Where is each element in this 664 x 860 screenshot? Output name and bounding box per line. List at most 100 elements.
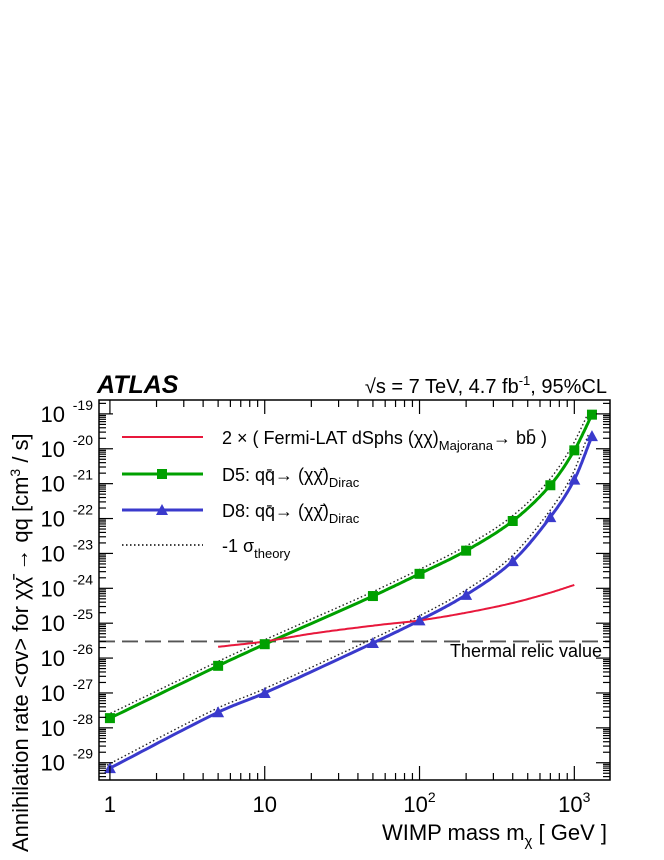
series-line-fermi-lat bbox=[218, 583, 575, 648]
lumi-exponent: -1 bbox=[519, 373, 531, 388]
point-d5-3 bbox=[367, 591, 378, 602]
x-axis-title: WIMP mass mχ [ GeV ] bbox=[382, 820, 607, 850]
legend-label-d5: D5: qq̄→ (χχ̄)Dirac bbox=[222, 465, 360, 490]
point-d8-2 bbox=[258, 686, 271, 698]
y-tick-exp: -27 bbox=[73, 676, 93, 692]
point-d5-8 bbox=[569, 445, 580, 456]
x-tick-label: 103 bbox=[558, 789, 590, 817]
point-d5-5 bbox=[461, 545, 472, 556]
y-tick-base: 10 bbox=[41, 437, 65, 462]
x-tick-label: 102 bbox=[403, 789, 435, 817]
y-tick-label: 10 -20 bbox=[41, 432, 94, 462]
y-tick-base: 10 bbox=[41, 472, 65, 497]
legend-d5-text: D5: qq̄→ (χχ̄) bbox=[222, 465, 329, 485]
y-tick-base: 10 bbox=[41, 402, 65, 427]
y-tick-label: 10 -29 bbox=[41, 746, 94, 776]
point-d8-9 bbox=[585, 430, 598, 442]
y-axis-text: Annihilation rate <σv> for χχ̄ → qq [cm bbox=[8, 477, 33, 852]
point-d5-0 bbox=[104, 713, 115, 724]
x-tick-label: 10 bbox=[252, 792, 276, 817]
y-tick-label: 10 -25 bbox=[41, 606, 94, 636]
y-tick-label: 10 -23 bbox=[41, 536, 94, 566]
legend-fermi-end: → bb̄ ) bbox=[493, 428, 547, 448]
point-d5-4 bbox=[414, 568, 425, 579]
x-axis-unit: [ GeV ] bbox=[532, 820, 607, 845]
legend-label-d8: D8: qq̄→ (χχ̄)Dirac bbox=[222, 501, 360, 526]
run-info: √s = 7 TeV, 4.7 fb-1, 95%CL bbox=[365, 373, 607, 398]
theory-curve-d8 bbox=[106, 432, 590, 766]
plot-frame bbox=[98, 399, 611, 781]
y-tick-exp: -25 bbox=[73, 606, 93, 622]
x-tick-label: 1 bbox=[104, 792, 116, 817]
x-tick-exp: 3 bbox=[583, 789, 591, 805]
y-tick-label: 10 -28 bbox=[41, 711, 94, 741]
y-tick-exp: -21 bbox=[73, 467, 93, 483]
point-d8-4 bbox=[413, 614, 426, 626]
legend: 2 × ( Fermi-LAT dSphs (χχ)Majorana→ bb̄ … bbox=[122, 428, 547, 561]
y-tick-exp: -22 bbox=[73, 502, 93, 518]
legend-fermi-text: 2 × ( Fermi-LAT dSphs (χχ) bbox=[222, 428, 439, 448]
y-tick-label: 10 -27 bbox=[41, 676, 94, 706]
legend-marker-d8 bbox=[156, 504, 168, 515]
x-tick-base: 10 bbox=[558, 792, 582, 817]
y-axis-title: Annihilation rate <σv> for χχ̄ → qq [cm3… bbox=[7, 433, 33, 852]
y-tick-base: 10 bbox=[41, 646, 65, 671]
legend-theory-sub: theory bbox=[254, 546, 291, 561]
y-tick-base: 10 bbox=[41, 576, 65, 601]
y-tick-label: 10 -24 bbox=[41, 571, 94, 601]
y-axis-exp: 3 bbox=[7, 469, 23, 477]
point-d5-6 bbox=[507, 516, 518, 527]
energy-lumi: = 7 TeV, 4.7 fb bbox=[386, 376, 519, 398]
y-tick-base: 10 bbox=[41, 751, 65, 776]
y-axis-unit: / s] bbox=[8, 433, 33, 468]
y-tick-label: 10 -21 bbox=[41, 467, 94, 497]
y-tick-base: 10 bbox=[41, 611, 65, 636]
theory-curve-d5 bbox=[106, 411, 590, 716]
legend-fermi-sub: Majorana bbox=[439, 438, 494, 453]
experiment-label: ATLAS bbox=[96, 371, 179, 399]
legend-d5-sub: Dirac bbox=[329, 475, 360, 490]
confidence-level: , 95%CL bbox=[530, 376, 607, 398]
legend-marker-d5 bbox=[157, 469, 167, 479]
point-d8-5 bbox=[460, 588, 473, 600]
x-axis-text: WIMP mass m bbox=[382, 820, 525, 845]
point-d8-1 bbox=[212, 706, 225, 718]
legend-theory-text: -1 σ bbox=[222, 536, 254, 556]
point-d8-8 bbox=[568, 473, 581, 485]
series-line-d5 bbox=[109, 413, 594, 720]
point-d5-1 bbox=[213, 660, 224, 671]
y-tick-base: 10 bbox=[41, 507, 65, 532]
legend-d8-sub: Dirac bbox=[329, 511, 360, 526]
series-line-d8 bbox=[109, 435, 594, 770]
y-tick-exp: -28 bbox=[73, 711, 93, 727]
y-tick-label: 10 -19 bbox=[41, 397, 94, 427]
x-axis-sub: χ bbox=[525, 833, 533, 850]
y-tick-base: 10 bbox=[41, 541, 65, 566]
x-tick-exp: 2 bbox=[428, 789, 436, 805]
point-d5-2 bbox=[259, 639, 270, 650]
legend-label-fermi: 2 × ( Fermi-LAT dSphs (χχ)Majorana→ bb̄ … bbox=[222, 428, 547, 453]
y-tick-label: 10 -22 bbox=[41, 502, 94, 532]
y-tick-exp: -19 bbox=[73, 397, 93, 413]
thermal-relic-label: Thermal relic value bbox=[450, 641, 602, 661]
point-d8-7 bbox=[544, 511, 557, 523]
point-d8-6 bbox=[506, 555, 519, 567]
y-tick-base: 10 bbox=[41, 681, 65, 706]
x-tick-base: 1 bbox=[104, 792, 116, 817]
y-tick-exp: -23 bbox=[73, 536, 93, 552]
y-tick-exp: -24 bbox=[73, 571, 93, 587]
y-tick-label: 10 -26 bbox=[41, 641, 94, 671]
y-tick-exp: -26 bbox=[73, 641, 93, 657]
point-d5-9 bbox=[586, 409, 597, 420]
y-tick-exp: -29 bbox=[73, 746, 93, 762]
point-d8-3 bbox=[366, 637, 379, 649]
legend-label-theory: -1 σtheory bbox=[222, 536, 291, 561]
x-tick-base: 10 bbox=[252, 792, 276, 817]
y-tick-exp: -20 bbox=[73, 432, 93, 448]
y-tick-base: 10 bbox=[41, 716, 65, 741]
x-tick-base: 10 bbox=[403, 792, 427, 817]
point-d5-7 bbox=[545, 480, 556, 491]
legend-d8-text: D8: qq̄→ (χχ̄) bbox=[222, 501, 329, 521]
